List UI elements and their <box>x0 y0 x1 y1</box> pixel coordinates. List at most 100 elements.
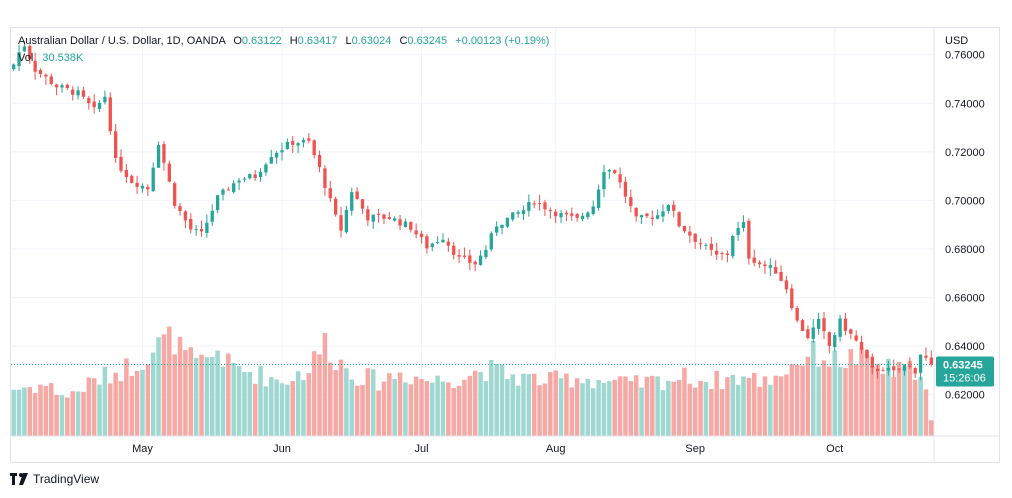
close-label: C <box>399 35 408 47</box>
candle-body <box>189 218 193 230</box>
candle-body <box>564 212 569 215</box>
candle-body <box>221 189 225 195</box>
candle-body <box>398 219 402 226</box>
candle-body <box>752 257 756 263</box>
time-tick-label: Jun <box>273 443 291 455</box>
price-tick-label: 0.70000 <box>945 195 985 207</box>
volume-bar <box>236 366 242 436</box>
volume-bar <box>655 376 660 436</box>
price-tick-label: 0.76000 <box>945 50 985 62</box>
volume-bar <box>784 374 789 436</box>
candle-body <box>242 178 247 180</box>
candle-body <box>790 288 794 309</box>
volume-bar <box>730 374 736 436</box>
candle-body <box>119 156 123 171</box>
volume-bar <box>462 379 467 436</box>
volume-bar <box>489 359 494 436</box>
price-tag-countdown: 15:26:06 <box>943 372 986 384</box>
candle-body <box>44 74 48 77</box>
candle-body <box>151 167 155 192</box>
volume-bar <box>328 362 333 436</box>
candle-body <box>570 213 574 216</box>
grid-lines <box>11 28 934 436</box>
volume-bar <box>639 387 644 436</box>
candle-body <box>344 209 349 233</box>
candle-body <box>296 143 300 146</box>
candle-body <box>908 365 912 368</box>
candle-body <box>76 90 80 96</box>
candle-body <box>527 202 531 211</box>
candle-body <box>108 97 112 132</box>
candle-body <box>441 239 445 243</box>
volume-bar <box>692 387 698 436</box>
candle-body <box>280 150 284 153</box>
volume-bar <box>349 379 355 436</box>
volume-bar <box>451 387 456 436</box>
volume-bar <box>768 384 773 436</box>
candle-body <box>414 230 418 235</box>
time-tick-label: May <box>132 443 153 455</box>
candle-body <box>618 174 622 183</box>
volume-bar <box>113 372 118 436</box>
candle-body <box>452 245 456 255</box>
candle-body <box>634 207 638 217</box>
candle-body <box>741 222 746 229</box>
candle-body <box>81 90 86 97</box>
volume-bar <box>542 383 548 436</box>
volume-bar <box>242 371 247 436</box>
candle-body <box>333 198 338 215</box>
candle-body <box>693 233 697 242</box>
candle-body <box>704 244 708 246</box>
volume-bar <box>360 384 365 436</box>
candle-body <box>38 69 43 74</box>
volume-bar <box>177 336 183 436</box>
volume-bar <box>322 333 328 436</box>
candle-body <box>816 318 821 329</box>
currency-label: USD <box>945 35 968 47</box>
candle-body <box>511 212 515 220</box>
volume-bar <box>660 390 666 436</box>
volume-bar <box>81 391 86 436</box>
volume-label[interactable]: Vol <box>18 52 34 64</box>
candle-body <box>537 202 542 204</box>
volume-bar <box>510 374 516 436</box>
volume-bar <box>666 380 671 436</box>
volume-bar <box>843 368 848 436</box>
volume-bar <box>370 369 376 436</box>
volume-bar <box>27 387 33 436</box>
candle-body <box>393 218 397 221</box>
candle-body <box>92 101 96 108</box>
volume-bar <box>494 363 499 436</box>
volume-bar <box>403 382 408 436</box>
candle-body <box>918 354 923 373</box>
volume-bar <box>311 351 317 436</box>
candle-body <box>173 183 177 206</box>
candle-body <box>419 233 424 238</box>
volume-bar <box>140 369 145 436</box>
time-axis[interactable]: May Jun Jul Aug Sep Oct <box>132 443 843 455</box>
candle-body <box>902 364 907 371</box>
volume-bar <box>215 350 220 436</box>
tradingview-logo[interactable]: TradingView <box>10 472 99 486</box>
volume-bar <box>108 383 113 436</box>
candle-body <box>462 255 467 257</box>
volume-bar <box>751 372 757 436</box>
price-axis[interactable]: 0.76000 0.74000 0.72000 0.70000 0.68000 0.660… <box>945 50 985 402</box>
volume-bar <box>306 373 312 436</box>
candle-body <box>800 320 805 331</box>
volume-bar <box>478 372 483 436</box>
candle-body <box>586 212 590 218</box>
candle-body <box>350 192 354 211</box>
tradingview-icon <box>10 473 28 485</box>
volume-bar <box>891 376 897 436</box>
volume-bar <box>22 387 27 436</box>
candle-body <box>140 185 145 189</box>
candle-body <box>870 356 874 368</box>
volume-bar <box>574 378 580 436</box>
candle-body <box>682 225 687 232</box>
symbol-title[interactable]: Australian Dollar / U.S. Dollar, 1D, OAN… <box>18 35 226 47</box>
candle-body <box>205 222 209 233</box>
candle-body <box>833 335 837 348</box>
candle-body <box>430 243 434 248</box>
